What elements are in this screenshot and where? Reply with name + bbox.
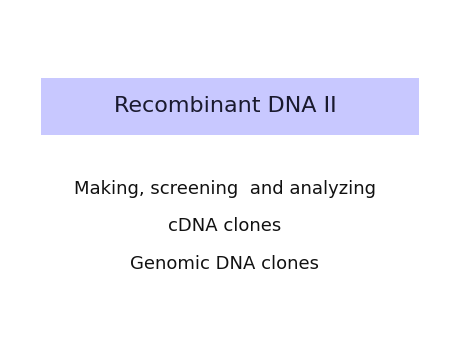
- Text: Making, screening  and analyzing: Making, screening and analyzing: [74, 180, 376, 198]
- Text: Recombinant DNA II: Recombinant DNA II: [114, 96, 336, 117]
- Text: cDNA clones: cDNA clones: [168, 217, 282, 236]
- FancyBboxPatch shape: [40, 78, 419, 135]
- Text: Genomic DNA clones: Genomic DNA clones: [130, 255, 320, 273]
